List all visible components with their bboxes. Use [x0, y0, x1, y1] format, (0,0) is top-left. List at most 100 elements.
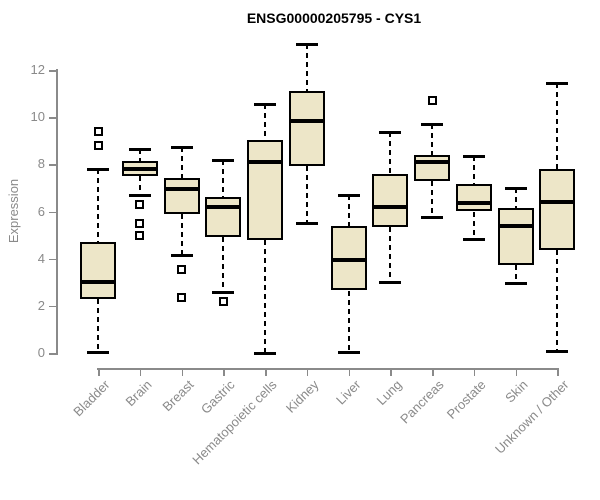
box — [80, 242, 116, 299]
whisker-upper — [180, 146, 183, 179]
whisker-lower — [138, 176, 141, 195]
whisker-upper — [138, 149, 141, 161]
median-line — [414, 159, 450, 164]
box — [205, 197, 242, 238]
median-line — [372, 204, 409, 209]
y-tick-label: 4 — [37, 250, 45, 266]
x-tick — [557, 368, 559, 376]
whisker-cap-upper — [87, 168, 109, 172]
y-tick-label: 8 — [37, 156, 45, 172]
x-tick — [306, 368, 309, 376]
whisker-cap-upper — [504, 186, 527, 190]
x-tick — [348, 368, 350, 376]
whisker-cap-upper — [337, 193, 360, 197]
x-tick — [181, 368, 183, 376]
median-line — [121, 167, 158, 172]
y-tick-label: 10 — [30, 109, 45, 125]
y-tick-label: 0 — [37, 345, 45, 360]
y-tick — [49, 305, 56, 308]
outlier-point — [218, 296, 228, 306]
whisker-upper — [556, 82, 559, 170]
y-tick — [49, 164, 56, 166]
whisker-lower — [472, 211, 475, 239]
whisker-lower — [347, 290, 350, 352]
whisker-cap-lower — [170, 254, 193, 258]
median-line — [80, 280, 116, 285]
outlier-point — [135, 218, 145, 228]
outlier-point — [135, 230, 145, 240]
outlier-point — [93, 140, 103, 150]
box — [372, 173, 409, 227]
x-tick — [265, 368, 267, 376]
whisker-cap-upper — [212, 158, 235, 162]
y-tick-label: 2 — [37, 297, 45, 313]
box — [288, 91, 325, 166]
box — [497, 207, 534, 265]
median-line — [288, 118, 325, 123]
outlier-point — [177, 293, 186, 303]
x-tick — [473, 368, 476, 376]
whisker-lower — [514, 264, 517, 284]
y-tick — [49, 70, 56, 72]
whisker-cap-lower — [337, 350, 360, 354]
median-line — [330, 257, 367, 262]
whisker-cap-upper — [379, 131, 402, 135]
median-line — [247, 159, 283, 164]
whisker-cap-lower — [462, 237, 485, 241]
whisker-cap-upper — [128, 148, 151, 151]
y-tick — [49, 211, 56, 213]
whisker-lower — [556, 250, 559, 351]
whisker-cap-upper — [462, 155, 485, 159]
box — [163, 178, 200, 214]
box — [247, 139, 283, 240]
whisker-upper — [389, 132, 392, 174]
whisker-upper — [431, 124, 433, 155]
whisker-cap-lower — [87, 350, 109, 354]
y-axis-line — [56, 69, 58, 355]
box — [539, 169, 576, 251]
whisker-upper — [305, 44, 308, 92]
x-tick — [98, 368, 100, 376]
outlier-point — [135, 199, 145, 209]
whisker-upper — [347, 194, 350, 226]
chart-title: ENSG00000205795 - CYS1 — [246, 10, 422, 26]
whisker-cap-lower — [504, 282, 527, 286]
x-tick — [223, 368, 225, 376]
whisker-lower — [222, 237, 225, 292]
whisker-cap-lower — [254, 352, 276, 355]
median-line — [205, 204, 242, 209]
y-tick-label: 12 — [30, 62, 45, 77]
x-axis-line — [97, 368, 559, 370]
whisker-cap-upper — [254, 103, 276, 107]
whisker-cap-lower — [379, 281, 402, 285]
whisker-upper — [264, 104, 266, 140]
whisker-lower — [431, 180, 433, 218]
whisker-cap-lower — [212, 290, 235, 294]
whisker-cap-upper — [421, 123, 443, 127]
whisker-upper — [514, 187, 517, 208]
whisker-cap-lower — [546, 349, 569, 353]
median-line — [163, 187, 200, 192]
whisker-cap-lower — [421, 216, 443, 220]
whisker-cap-upper — [295, 43, 318, 47]
outlier-point — [93, 126, 103, 136]
median-line — [455, 201, 492, 206]
box — [455, 184, 492, 212]
median-line — [539, 200, 576, 205]
x-tick — [515, 368, 517, 376]
outlier-point — [177, 264, 186, 274]
whisker-lower — [305, 165, 308, 224]
whisker-lower — [97, 298, 99, 352]
y-tick — [49, 258, 56, 261]
y-tick — [49, 117, 56, 119]
whisker-lower — [389, 226, 392, 283]
whisker-cap-upper — [546, 81, 569, 85]
x-tick — [390, 368, 392, 376]
whisker-upper — [222, 159, 225, 198]
whisker-lower — [180, 213, 183, 256]
x-tick — [432, 368, 434, 376]
median-line — [497, 223, 534, 228]
x-tick — [139, 368, 142, 376]
whisker-lower — [264, 239, 266, 353]
